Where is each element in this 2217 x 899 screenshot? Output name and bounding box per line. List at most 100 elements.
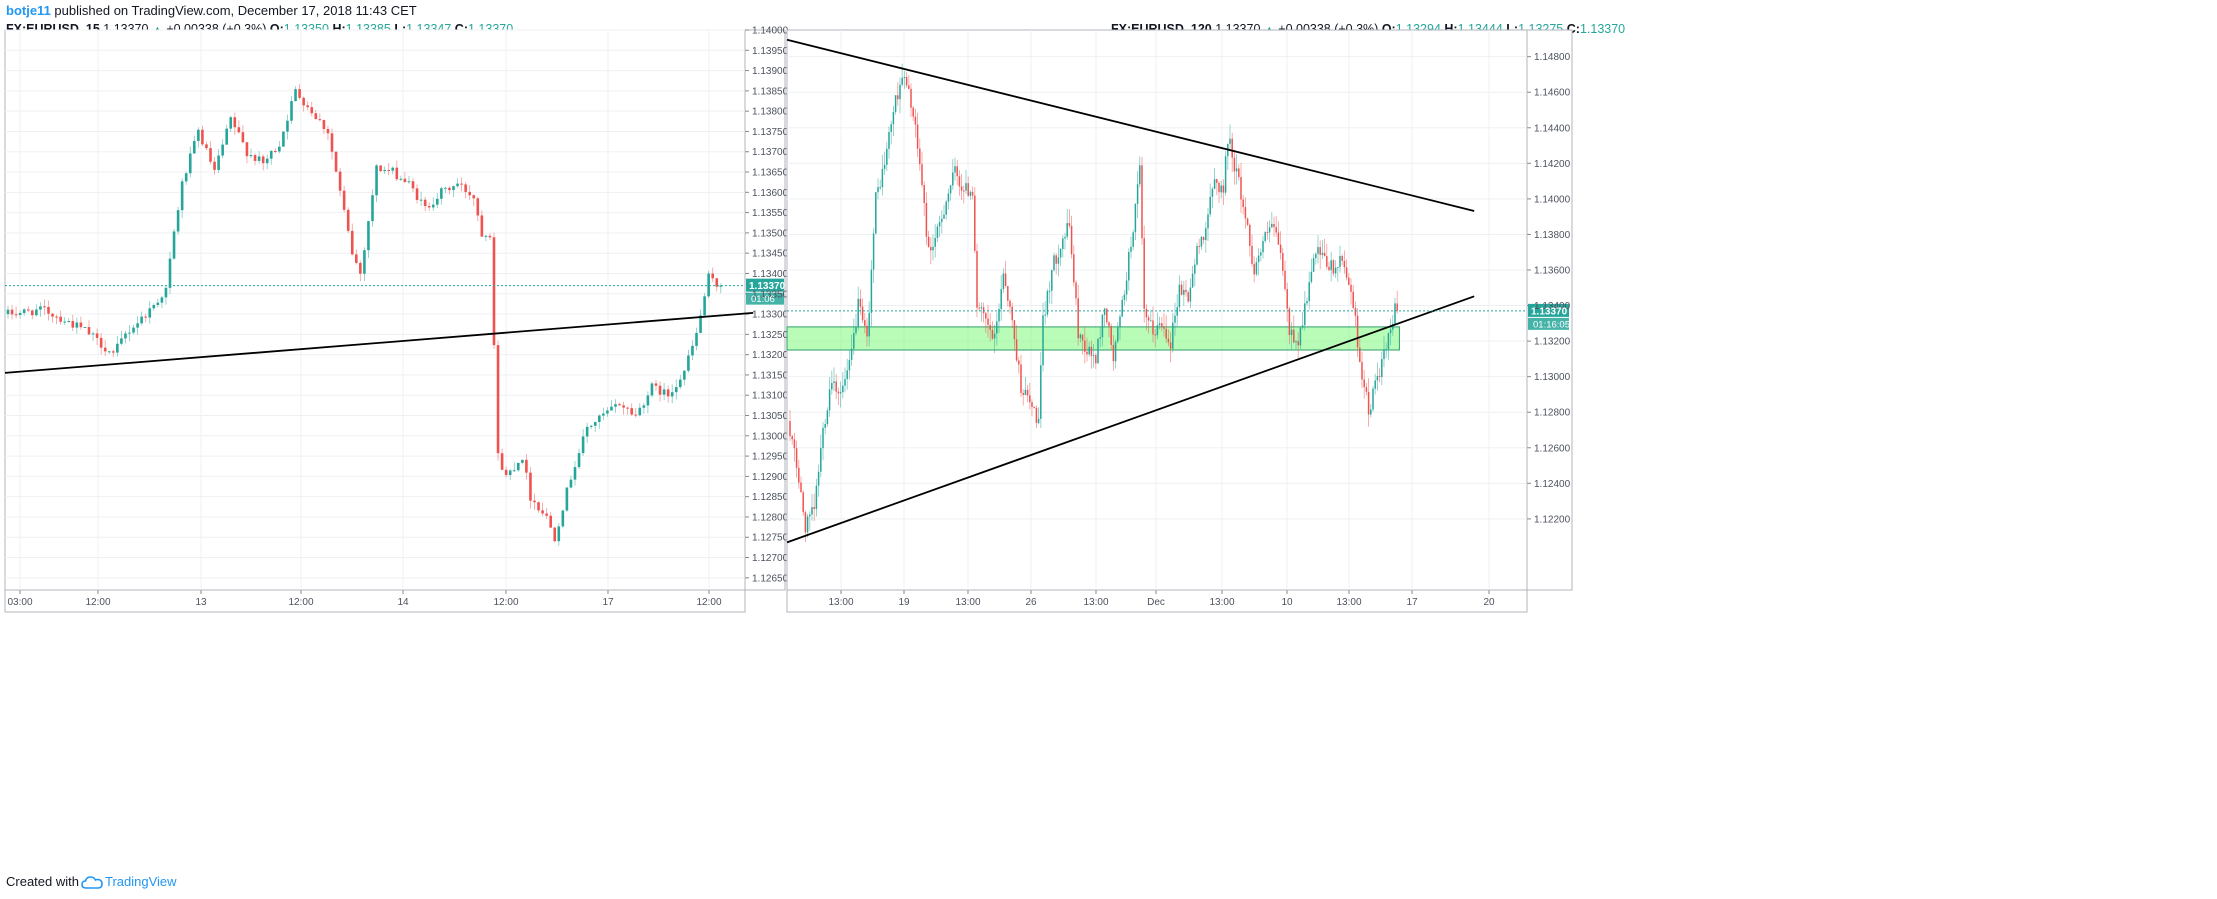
left-candle-body: [650, 383, 654, 396]
left-candle-body: [338, 171, 342, 191]
right-candle-body: [958, 176, 961, 187]
right-candle-body: [1341, 256, 1343, 261]
right-candle-body: [1288, 308, 1291, 336]
left-candle-body: [193, 141, 196, 154]
right-candle-body: [798, 467, 800, 483]
right-candle-body: [848, 359, 851, 371]
right-candle-body: [949, 185, 952, 194]
left-candle-body: [79, 322, 83, 328]
right-candle-body: [1328, 266, 1330, 271]
left-candle-body: [484, 235, 488, 237]
left-x-tick-label: 14: [397, 597, 409, 608]
left-candle-body: [658, 385, 662, 395]
right-candle-body: [897, 95, 899, 100]
right-candle-body: [1284, 270, 1286, 290]
left-y-tick-label: 1.13750: [752, 127, 789, 138]
left-candle-body: [565, 487, 569, 511]
right-candle-body: [844, 379, 846, 386]
left-y-tick-label: 1.13650: [752, 168, 789, 179]
right-candle-body: [1297, 341, 1299, 346]
left-time-axis: [4, 589, 746, 613]
left-candle-body: [302, 97, 305, 106]
right-candle-body: [974, 195, 976, 251]
right-candle-body: [1321, 252, 1324, 255]
right-candle-body: [963, 190, 965, 192]
left-candle-body: [436, 198, 439, 205]
right-candle-body: [1073, 254, 1075, 283]
right-candle-body: [901, 77, 903, 85]
left-candle-body: [197, 129, 200, 142]
right-candle-body: [1110, 326, 1112, 345]
left-candle-body: [691, 345, 694, 356]
left-candle-body: [703, 296, 706, 316]
tradingview-brand-link[interactable]: TradingView: [104, 874, 177, 889]
right-candle-body: [824, 424, 826, 428]
right-candle-body: [1189, 287, 1192, 302]
right-candle-body: [1319, 247, 1321, 255]
left-candle-body: [517, 462, 520, 471]
right-candle-body: [1218, 182, 1220, 193]
right-candle-body: [1317, 247, 1319, 254]
left-candle-body: [476, 198, 480, 216]
right-candle-body: [1119, 316, 1121, 328]
left-y-tick-label: 1.12900: [752, 472, 789, 483]
left-candle-body: [330, 133, 334, 152]
left-candle-body: [674, 387, 678, 393]
right-candle-body: [1376, 376, 1379, 381]
left-candle-body: [387, 170, 390, 172]
right-candle-body: [894, 95, 897, 112]
left-candle-body: [512, 470, 516, 472]
left-x-tick-label: 12:00: [85, 597, 110, 608]
left-candle-body: [160, 297, 164, 303]
right-countdown-label: 01:16:05: [1533, 319, 1570, 330]
left-candle-body: [549, 515, 552, 528]
right-candle-body: [1114, 341, 1117, 362]
right-candle-body: [945, 201, 947, 215]
right-candle-body: [1123, 294, 1126, 300]
left-candle-body: [630, 408, 633, 415]
left-candle-body: [298, 89, 301, 98]
publisher-username[interactable]: botje11: [6, 3, 51, 18]
right-candle-body: [1244, 207, 1247, 219]
left-x-tick-label: 12:00: [493, 597, 518, 608]
left-candle-body: [646, 395, 650, 406]
left-candle-body: [379, 165, 382, 172]
left-candle-body: [448, 187, 451, 191]
right-candle-body: [1213, 179, 1216, 189]
right-candle-body: [826, 410, 829, 425]
left-candle-body: [51, 313, 54, 317]
right-candle-body: [912, 107, 914, 117]
left-candle-body: [55, 316, 58, 318]
left-candle-body: [606, 410, 609, 414]
right-candle-body: [978, 307, 980, 309]
right-candle-body: [1370, 409, 1372, 415]
right-y-tick-label: 1.14000: [1534, 194, 1571, 205]
left-candle-body: [561, 510, 565, 527]
right-candle-body: [1117, 327, 1119, 342]
left-price-axis: [744, 29, 786, 591]
right-candle-body: [932, 246, 934, 251]
left-candle-body: [391, 167, 395, 171]
right-candle-body: [1088, 346, 1090, 355]
right-candle-body: [1354, 307, 1357, 316]
right-y-tick-label: 1.14200: [1534, 159, 1571, 170]
right-candle-body: [853, 333, 855, 349]
right-candle-body: [1224, 156, 1227, 193]
right-candle-body: [936, 226, 939, 238]
right-candle-body: [989, 324, 991, 330]
right-candle-body: [1143, 238, 1145, 309]
left-candle-body: [707, 273, 710, 297]
right-candle-body: [1172, 322, 1174, 349]
right-candle-body: [1132, 232, 1134, 247]
left-candle-body: [670, 392, 674, 397]
right-candle-body: [1031, 402, 1033, 407]
right-candle-body: [1009, 300, 1011, 307]
left-candle-body: [602, 413, 605, 416]
right-candle-body: [1139, 165, 1141, 185]
right-y-tick-label: 1.13800: [1534, 230, 1571, 241]
right-candle-body: [1106, 308, 1108, 323]
right-candle-body: [1075, 282, 1077, 299]
right-candle-body: [883, 164, 886, 169]
right-candle-body: [1015, 339, 1018, 361]
